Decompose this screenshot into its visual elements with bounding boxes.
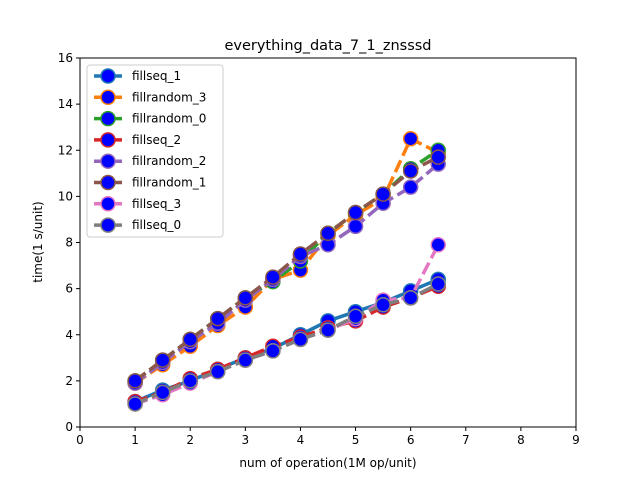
data-point [210, 310, 226, 327]
data-point [347, 218, 364, 235]
legend-item: fillseq_1 [94, 68, 181, 84]
series-fillseq_0 [127, 276, 446, 412]
data-point [402, 290, 419, 306]
x-tick-label: 7 [462, 433, 470, 447]
data-point [430, 149, 446, 165]
data-point [347, 308, 364, 325]
y-axis-ticks: 0 2 4 6 8 10 12 14 16 [58, 51, 80, 434]
x-tick-label: 6 [407, 433, 415, 447]
data-point [402, 179, 419, 195]
legend-marker [100, 153, 116, 169]
legend-frame [86, 64, 224, 238]
legend-label: fillseq_1 [132, 69, 181, 83]
legend-marker [100, 89, 116, 106]
legend-item: fillseq_2 [94, 132, 181, 148]
legend-item: fillseq_0 [94, 217, 181, 233]
y-tick-label: 2 [65, 374, 73, 388]
y-tick-label: 4 [65, 328, 73, 342]
data-point [430, 276, 446, 292]
data-point [127, 396, 143, 412]
legend-label: fillseq_3 [132, 197, 181, 211]
data-point [182, 331, 198, 348]
legend: fillseq_1 fillrandom_3 fillrandom_0fillseq… [86, 64, 224, 238]
legend-label: fillseq_2 [132, 133, 181, 147]
y-tick-label: 16 [58, 51, 73, 65]
legend-label: fillrandom_1 [132, 176, 206, 190]
x-tick-label: 8 [517, 433, 525, 447]
data-point [375, 186, 391, 202]
legend-item: fillseq_3 [94, 196, 181, 212]
y-tick-label: 0 [65, 420, 73, 434]
series-layer [127, 130, 446, 412]
legend-item: fillrandom_3 [94, 89, 206, 106]
legend-label: fillrandom_3 [132, 90, 206, 104]
y-tick-label: 8 [65, 236, 73, 250]
data-point [154, 352, 171, 368]
legend-marker [100, 110, 116, 127]
x-tick-label: 4 [297, 433, 305, 447]
x-axis-label: num of operation(1M op/unit) [239, 456, 416, 470]
x-tick-label: 5 [352, 433, 360, 447]
y-tick-label: 14 [58, 97, 73, 111]
chart-title: everything_data_7_1_znsssd [224, 38, 431, 54]
data-point [402, 163, 419, 179]
x-tick-label: 9 [572, 433, 580, 447]
legend-label: fillseq_0 [132, 218, 181, 232]
data-point [402, 130, 419, 147]
data-point [292, 331, 309, 348]
data-point [347, 204, 364, 221]
legend-item: fillrandom_2 [94, 153, 206, 169]
data-point [127, 373, 143, 389]
data-point [430, 237, 446, 253]
data-point [154, 384, 171, 401]
data-point [320, 322, 336, 338]
data-point [265, 269, 281, 285]
x-axis-ticks: 0 1 2 3 4 5 6 7 8 9 [76, 427, 580, 447]
data-point [237, 290, 254, 306]
data-point [292, 246, 309, 262]
series-fillrandom_1 [127, 149, 446, 389]
data-point [320, 225, 336, 242]
legend-label: fillrandom_0 [132, 112, 206, 126]
x-tick-label: 2 [186, 433, 194, 447]
x-tick-label: 0 [76, 433, 84, 447]
y-axis-label: time(1 s/unit) [31, 201, 45, 282]
data-point [210, 363, 226, 380]
legend-marker [100, 217, 116, 233]
x-tick-label: 3 [242, 433, 250, 447]
legend-label: fillrandom_2 [132, 154, 206, 168]
x-tick-label: 1 [131, 433, 139, 447]
data-point [182, 373, 198, 389]
y-tick-label: 10 [58, 189, 73, 203]
y-tick-label: 6 [65, 282, 73, 296]
data-point [237, 352, 254, 368]
legend-item: fillrandom_0 [94, 110, 206, 127]
legend-marker [100, 174, 116, 191]
y-tick-label: 12 [58, 143, 73, 157]
data-point [375, 297, 391, 313]
legend-item: fillrandom_1 [94, 174, 206, 191]
legend-marker [100, 132, 116, 148]
data-point [265, 343, 281, 359]
legend-marker [100, 68, 116, 84]
legend-marker [100, 196, 116, 212]
